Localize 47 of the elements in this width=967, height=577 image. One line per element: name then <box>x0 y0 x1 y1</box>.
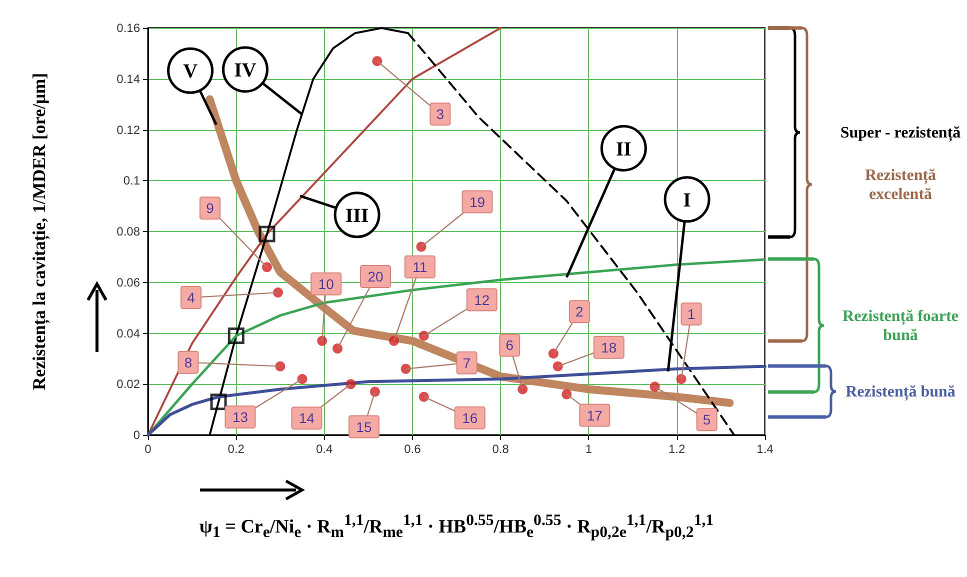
y-tick-label: 0.08 <box>116 224 140 238</box>
x-tick-label: 1.2 <box>668 442 686 456</box>
y-axis-title: Rezistența la cavitație, 1/MDER [ore/μm] <box>29 72 50 390</box>
annotation: 8 <box>184 354 192 370</box>
text: Super - rezistență <box>839 123 962 142</box>
x-tick-label: 0.8 <box>492 442 510 456</box>
annotation: 11 <box>412 258 428 275</box>
y-tick-label: 0 <box>133 428 140 442</box>
annotation: II <box>616 138 632 160</box>
text: Rezistență bună <box>844 382 956 401</box>
x-tick-label: 1 <box>585 442 592 456</box>
annotation: 6 <box>506 337 514 354</box>
annotation: 9 <box>206 200 214 216</box>
x-tick-label: 0.2 <box>228 442 245 456</box>
annotation: 15 <box>356 418 372 435</box>
annotation: 1 <box>687 306 696 322</box>
annotation: 20 <box>368 268 384 285</box>
annotation: 7 <box>462 354 471 371</box>
annotation: IV <box>234 59 257 82</box>
annotation: I <box>683 189 692 212</box>
y-tick-label: 0.14 <box>116 72 140 86</box>
x-tick-label: 0.6 <box>404 442 422 456</box>
annotation: 18 <box>601 339 617 356</box>
text: Rezistență excelentă <box>864 166 938 204</box>
x-tick-label: 0.4 <box>316 442 333 456</box>
annotation: 5 <box>702 412 711 428</box>
annotation: 2 <box>576 304 584 320</box>
y-tick-label: 0.12 <box>116 122 140 137</box>
text: Rezistență foarte bună <box>842 306 960 344</box>
annotation: 3 <box>436 106 444 122</box>
annotation: 10 <box>318 276 334 292</box>
y-tick-label: 0.1 <box>123 174 140 188</box>
y-tick-label: 0.16 <box>116 21 140 35</box>
y-tick-label: 0.02 <box>116 377 140 392</box>
y-tick-label: 0.04 <box>116 326 140 340</box>
annotation: III <box>345 204 369 227</box>
annotation: V <box>183 60 198 83</box>
annotation: 17 <box>586 407 603 424</box>
y-tick-label: 0.06 <box>116 275 140 290</box>
annotation: 14 <box>298 410 315 426</box>
annotation: 19 <box>469 194 486 210</box>
annotation: 16 <box>462 410 478 426</box>
x-tick-label: 0 <box>144 442 152 456</box>
annotation: 4 <box>187 290 196 306</box>
annotation: 13 <box>232 409 248 426</box>
x-tick-label: 1.4 <box>756 442 774 456</box>
annotation: 12 <box>474 292 490 308</box>
